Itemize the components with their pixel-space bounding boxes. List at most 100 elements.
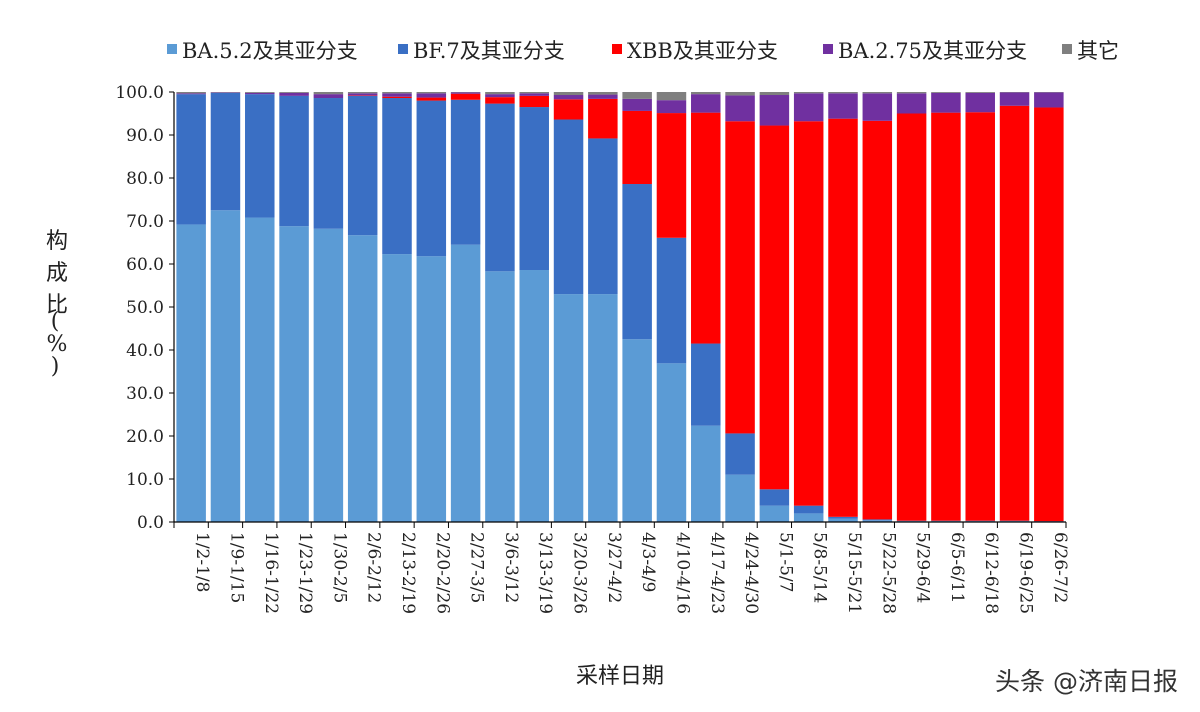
- y-axis-title: 构成比(%): [46, 229, 68, 379]
- bar-segment-0-11: [553, 294, 584, 522]
- legend-label-4: 其它: [1077, 39, 1119, 63]
- bar-segment-3-22: [931, 92, 961, 113]
- y-tick-label-1: 10.0: [126, 470, 164, 490]
- legend-label-3: BA.2.75及其亚分支: [838, 39, 1027, 63]
- bar-segment-2-25: [1034, 107, 1064, 522]
- y-tick-label-0: 0.0: [137, 513, 164, 533]
- bar-segment-4-11: [553, 92, 584, 96]
- bar-segment-3-0: [176, 93, 206, 95]
- bar-segment-4-4: [313, 92, 344, 95]
- bar-segment-2-22: [931, 112, 961, 521]
- bar-segment-4-23: [965, 92, 995, 93]
- legend-swatch-1: [398, 44, 408, 54]
- y-tick-label-3: 30.0: [126, 384, 164, 404]
- bar-segment-2-18: [793, 121, 824, 506]
- bar-segment-3-25: [1034, 92, 1064, 108]
- bar-segment-2-20: [862, 120, 893, 520]
- bar-segment-0-10: [519, 270, 549, 522]
- bar-segment-2-16: [725, 121, 755, 434]
- bar-segment-2-17: [759, 125, 790, 490]
- bar-segment-1-7: [416, 100, 447, 257]
- bar-segment-1-18: [793, 505, 824, 514]
- bar-segment-4-16: [725, 92, 755, 96]
- x-tick-label-11: 3/20-3/26: [570, 532, 590, 614]
- bar-segment-2-13: [622, 110, 652, 185]
- bar-segment-1-16: [725, 433, 755, 475]
- bar-segment-1-4: [313, 98, 344, 229]
- bar-segment-2-6: [382, 96, 412, 99]
- bar-segment-4-2: [245, 92, 275, 93]
- x-tick-label-14: 4/10-4/16: [672, 532, 692, 614]
- x-tick-label-1: 1/9-1/15: [226, 532, 246, 603]
- bar-segment-3-13: [622, 98, 652, 111]
- bar-segment-2-10: [519, 95, 549, 108]
- bar-segment-1-3: [279, 95, 309, 227]
- bar-segment-1-13: [622, 184, 652, 340]
- bar-segment-1-6: [382, 98, 412, 255]
- bar-segment-0-9: [485, 271, 515, 522]
- x-tick-label-2: 1/16-1/22: [261, 532, 281, 614]
- x-tick-label-16: 4/24-4/30: [741, 532, 761, 614]
- bar-segment-1-20: [862, 519, 893, 521]
- x-tick-label-8: 2/27-3/5: [467, 532, 487, 603]
- bar-segment-4-7: [416, 92, 447, 94]
- bar-segment-4-14: [656, 92, 687, 101]
- x-tick-label-9: 3/6-3/12: [501, 532, 521, 603]
- bar-segment-3-6: [382, 93, 412, 97]
- y-tick-label-7: 70.0: [126, 212, 164, 232]
- bar-segment-0-16: [725, 474, 755, 522]
- y-tick-label-2: 20.0: [126, 427, 164, 447]
- bar-segment-1-1: [210, 92, 241, 211]
- bar-segment-0-19: [828, 518, 858, 522]
- bar-segment-0-1: [210, 210, 241, 522]
- x-tick-label-12: 3/27-4/2: [604, 532, 624, 603]
- y-tick-label-6: 60.0: [126, 255, 164, 275]
- bar-segment-3-4: [313, 94, 344, 99]
- legend-label-1: BF.7及其亚分支: [413, 39, 565, 63]
- y-tick-label-9: 90.0: [126, 126, 164, 146]
- legend-swatch-2: [612, 44, 622, 54]
- y-tick-label-8: 80.0: [126, 169, 164, 189]
- bar-segment-1-11: [553, 119, 584, 295]
- axes: [169, 91, 1067, 528]
- bar-segment-0-13: [622, 339, 652, 522]
- bar-segment-4-10: [519, 92, 549, 94]
- bar-segment-3-16: [725, 95, 755, 122]
- legend: BA.5.2及其亚分支 BF.7及其亚分支 XBB及其亚分支 BA.2.75及其亚分支…: [167, 39, 1119, 63]
- bar-segment-4-20: [862, 92, 893, 94]
- x-axis-title: 采样日期: [576, 664, 664, 689]
- bar-segment-3-11: [553, 95, 584, 100]
- x-tick-label-5: 2/6-2/12: [364, 532, 384, 603]
- bar-segment-0-17: [759, 505, 790, 522]
- bar-segment-4-18: [793, 92, 824, 94]
- bar-segment-1-12: [588, 138, 618, 295]
- bar-segment-2-23: [965, 112, 995, 521]
- bar-segment-4-9: [485, 92, 515, 95]
- bar-segment-2-9: [485, 97, 515, 104]
- watermark: 头条 @济南日报: [995, 667, 1178, 696]
- x-tick-label-25: 6/26-7/2: [1050, 532, 1070, 603]
- bar-segment-3-21: [896, 93, 927, 114]
- bar-segment-1-8: [450, 99, 481, 245]
- bar-segment-3-19: [828, 93, 858, 119]
- y-tick-label-4: 40.0: [126, 341, 164, 361]
- bar-segment-4-3: [279, 92, 309, 93]
- bar-segment-3-2: [245, 92, 275, 95]
- x-tick-label-15: 4/17-4/23: [707, 532, 727, 614]
- x-tick-label-24: 6/19-6/25: [1016, 532, 1036, 614]
- bar-segment-0-20: [862, 520, 893, 522]
- bar-segment-3-24: [999, 92, 1030, 106]
- x-tick-label-6: 2/13-2/19: [398, 532, 418, 614]
- x-tick-label-19: 5/15-5/21: [844, 532, 864, 614]
- bar-segment-1-17: [759, 489, 790, 506]
- bar-segment-3-7: [416, 93, 447, 98]
- x-tick-label-18: 5/8-5/14: [810, 532, 830, 603]
- bar-segment-1-2: [245, 94, 275, 218]
- bar-segment-2-11: [553, 99, 584, 120]
- bar-segment-1-5: [347, 95, 378, 236]
- y-tick-label-5: 50.0: [126, 298, 164, 318]
- bar-segment-4-5: [347, 92, 378, 94]
- x-tick-label-23: 6/12-6/18: [981, 532, 1001, 614]
- x-tick-label-0: 1/2-1/8: [192, 532, 212, 592]
